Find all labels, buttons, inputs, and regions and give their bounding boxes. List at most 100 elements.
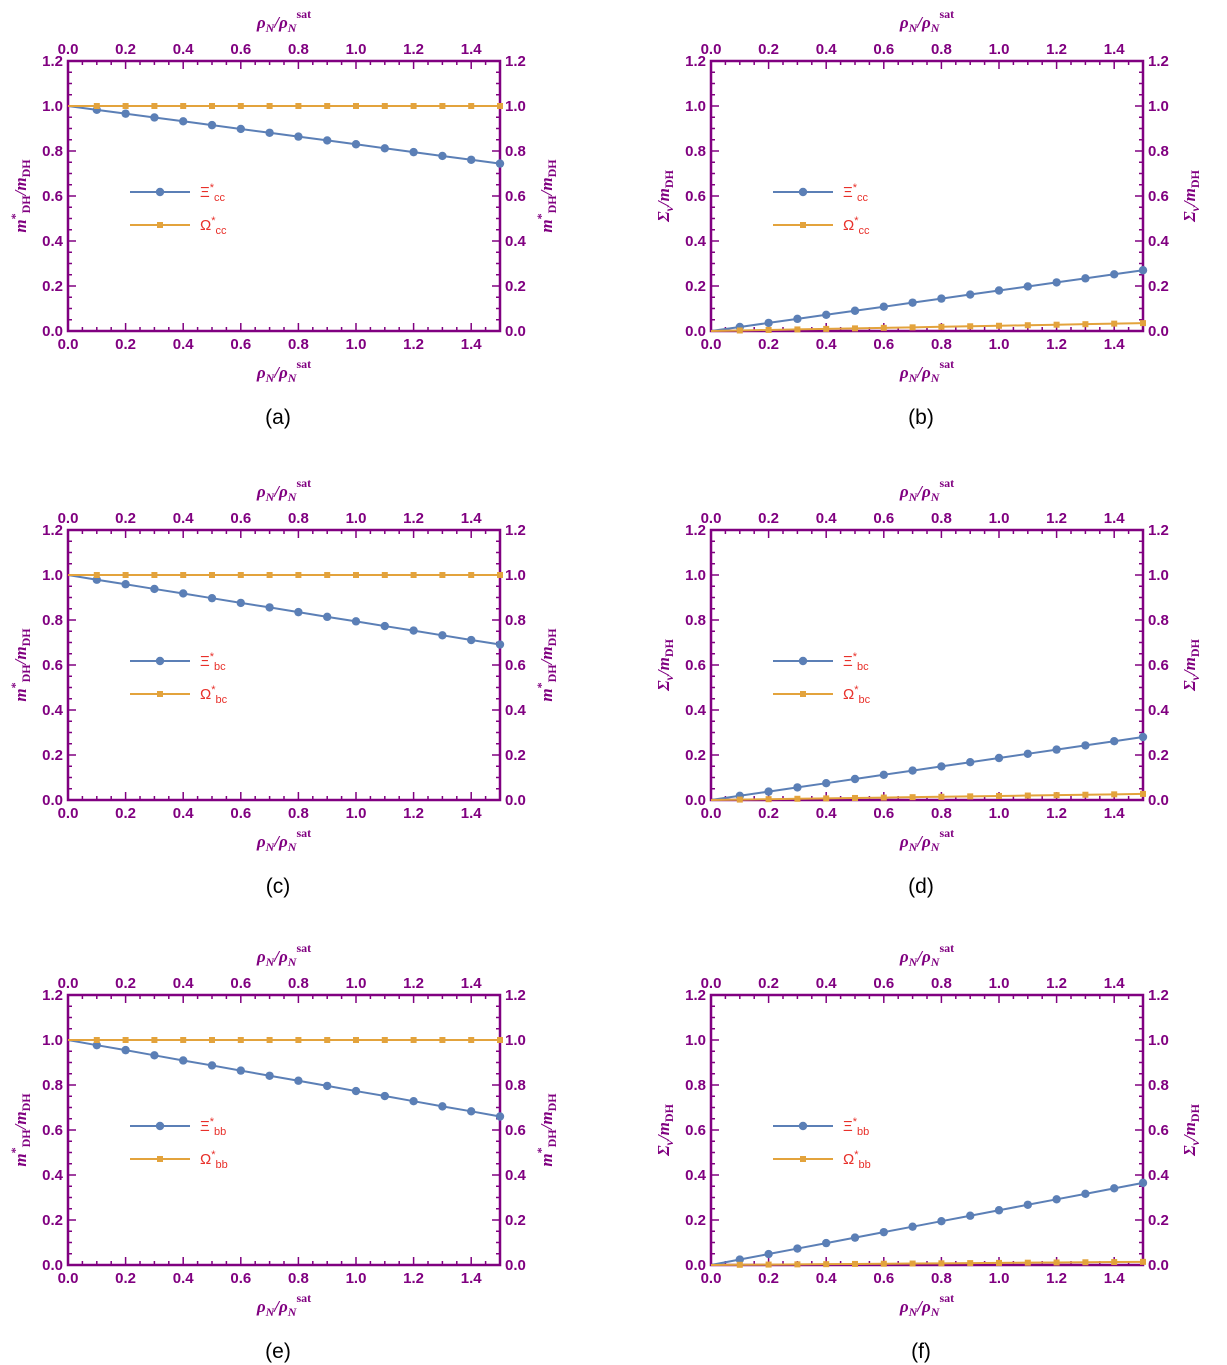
data-point-circle [438, 631, 447, 640]
x-tick-label-top: 0.0 [58, 510, 79, 527]
data-point-circle [1023, 1200, 1032, 1209]
data-point-circle [294, 1076, 303, 1085]
data-point-circle [1052, 278, 1061, 287]
data-point-circle [850, 774, 860, 784]
data-point-circle [822, 1238, 831, 1248]
legend-marker-square [800, 222, 806, 228]
data-point-circle [121, 580, 130, 589]
data-point-square [823, 795, 830, 802]
legend-marker-square [157, 1156, 163, 1162]
data-point-circle [121, 1045, 130, 1055]
data-point-circle [994, 753, 1004, 763]
data-point-circle [994, 1206, 1004, 1215]
x-tick-label-bottom: 0.4 [816, 336, 838, 353]
x-tick-label-top: 1.2 [1046, 975, 1067, 992]
y-tick-label-left: 0.2 [685, 278, 706, 295]
x-axis-title-top: ρN/ρNsat [256, 7, 311, 35]
legend-label: Ω*cc [843, 215, 870, 237]
series-line-1 [710, 792, 1144, 801]
legend-marker-square [800, 1156, 806, 1162]
chart-panel-f: 0.00.00.20.20.40.40.60.60.80.81.01.01.21… [654, 941, 1202, 1363]
x-tick-label-bottom: 0.4 [173, 805, 195, 822]
x-tick-label-top: 1.0 [346, 510, 367, 527]
data-point-square [497, 103, 503, 109]
y-tick-label-right: 1.2 [1148, 53, 1169, 70]
data-point-square [1024, 322, 1031, 329]
y-tick-label-left: 1.2 [42, 53, 63, 70]
chart-panel-d: 0.00.00.20.20.40.40.60.60.80.81.01.01.21… [654, 476, 1202, 898]
y-axis-title-left: Σv/mDH [654, 638, 676, 691]
data-point-square [93, 572, 100, 578]
x-tick-label-top: 0.0 [58, 975, 79, 992]
data-point-circle [323, 1081, 332, 1091]
data-point-circle [150, 113, 159, 122]
x-tick-label-top: 1.2 [403, 975, 424, 992]
x-tick-label-bottom: 0.8 [931, 1270, 952, 1287]
x-tick-label-bottom: 1.2 [403, 805, 424, 822]
data-point-square [1082, 321, 1089, 328]
y-tick-label-right: 0.2 [505, 1212, 526, 1229]
data-point-square [765, 796, 772, 803]
y-tick-label-right: 0.4 [1148, 233, 1170, 250]
x-tick-label-bottom: 0.8 [288, 336, 309, 353]
y-tick-label-right: 0.6 [505, 657, 526, 674]
data-point-square [151, 572, 158, 578]
data-point-circle [1138, 266, 1148, 275]
data-point-square [880, 324, 887, 331]
x-axis-title-bottom: ρN/ρNsat [256, 1291, 311, 1319]
plot-frame [709, 528, 1145, 802]
data-point-circle [236, 124, 245, 134]
data-point-square [439, 1037, 446, 1043]
series-line-1 [710, 1260, 1144, 1266]
x-tick-label-bottom: 0.8 [288, 805, 309, 822]
x-tick-label-top: 0.8 [288, 975, 309, 992]
x-tick-label-bottom: 0.0 [58, 1270, 79, 1287]
data-point-circle [966, 1211, 975, 1220]
x-tick-label-bottom: 1.0 [346, 336, 367, 353]
y-tick-label-left: 0.8 [42, 143, 63, 160]
legend-marker-circle [155, 187, 165, 197]
x-tick-label-bottom: 1.0 [346, 805, 367, 822]
data-point-square [1111, 1259, 1118, 1266]
x-tick-label-top: 1.0 [346, 975, 367, 992]
data-point-circle [937, 762, 946, 771]
data-point-circle [467, 635, 476, 645]
y-tick-label-right: 0.6 [1148, 188, 1169, 205]
data-point-square [909, 794, 916, 801]
y-tick-label-left: 0.6 [685, 1122, 706, 1139]
data-point-circle [764, 787, 773, 796]
data-point-square [410, 103, 417, 109]
x-tick-label-top: 1.4 [461, 975, 483, 992]
series-line-0 [710, 1181, 1144, 1266]
x-tick-label-bottom: 1.0 [989, 1270, 1010, 1287]
y-tick-label-right: 0.4 [505, 1167, 527, 1184]
data-point-circle [1110, 1184, 1119, 1193]
x-tick-label-bottom: 0.8 [931, 336, 952, 353]
data-point-circle [92, 1040, 102, 1050]
data-point-square [209, 1037, 215, 1043]
data-point-square [765, 1261, 772, 1268]
legend-label: Ω*bb [200, 1149, 228, 1171]
x-tick-label-bottom: 1.0 [989, 805, 1010, 822]
y-tick-label-right: 1.0 [1148, 98, 1169, 115]
y-tick-label-right: 0.2 [505, 747, 526, 764]
y-tick-label-right: 0.8 [505, 1077, 526, 1094]
x-tick-label-top: 0.2 [758, 975, 779, 992]
data-point-square [938, 323, 945, 330]
x-tick-label-bottom: 0.0 [58, 336, 79, 353]
data-point-square [794, 1261, 801, 1268]
data-point-circle [908, 298, 917, 307]
y-tick-label-left: 0.4 [42, 233, 64, 250]
y-axis-title-right: Σv/mDH [1180, 1103, 1202, 1156]
x-tick-label-top: 0.2 [115, 975, 136, 992]
x-tick-label-bottom: 0.2 [758, 1270, 779, 1287]
data-point-circle [150, 584, 159, 594]
data-point-circle [1110, 270, 1119, 279]
y-tick-label-right: 1.2 [505, 987, 526, 1004]
chart-panel-a: 0.00.00.20.20.40.40.60.60.80.81.01.01.21… [8, 7, 559, 429]
x-tick-label-bottom: 1.4 [461, 1270, 483, 1287]
x-tick-label-bottom: 1.4 [461, 336, 483, 353]
y-tick-label-right: 1.2 [1148, 987, 1169, 1004]
data-point-circle [966, 290, 975, 299]
legend-label: Ξ*bb [843, 1116, 869, 1138]
